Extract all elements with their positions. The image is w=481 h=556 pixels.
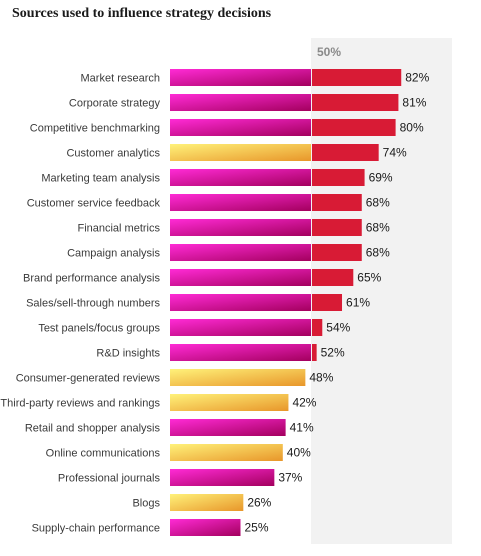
- value-label: 41%: [290, 421, 314, 435]
- value-label: 80%: [400, 121, 424, 135]
- bar: [170, 519, 241, 536]
- category-label: R&D insights: [96, 348, 160, 360]
- bar: [170, 344, 311, 361]
- bar-above-reference: [312, 344, 317, 361]
- reference-band: [311, 38, 452, 544]
- value-label: 82%: [405, 71, 429, 85]
- bar: [170, 394, 289, 411]
- value-label: 65%: [357, 271, 381, 285]
- category-label: Brand performance analysis: [23, 273, 160, 285]
- category-label: Blogs: [132, 498, 160, 510]
- value-label: 25%: [245, 521, 269, 535]
- category-label: Competitive benchmarking: [30, 123, 160, 135]
- value-label: 26%: [247, 496, 271, 510]
- bar-above-reference: [312, 94, 399, 111]
- category-label: Retail and shopper analysis: [25, 423, 161, 435]
- bar: [170, 319, 311, 336]
- category-label: Third-party reviews and rankings: [0, 398, 160, 410]
- bar: [170, 294, 311, 311]
- bar: [170, 219, 311, 236]
- bar-above-reference: [312, 244, 362, 261]
- bar: [170, 469, 275, 486]
- bar-above-reference: [312, 319, 323, 336]
- bar-above-reference: [312, 194, 362, 211]
- category-label: Marketing team analysis: [41, 173, 160, 185]
- bar: [170, 69, 311, 86]
- category-label: Financial metrics: [77, 223, 160, 235]
- bar: [170, 269, 311, 286]
- category-label: Professional journals: [58, 473, 161, 485]
- bar-above-reference: [312, 69, 402, 86]
- bar: [170, 194, 311, 211]
- value-label: 74%: [383, 146, 407, 160]
- bar: [170, 369, 306, 386]
- chart-title: Sources used to influence strategy decis…: [12, 6, 272, 21]
- bar: [170, 94, 311, 111]
- category-label: Customer service feedback: [27, 198, 161, 210]
- bar: [170, 144, 311, 161]
- value-label: 40%: [287, 446, 311, 460]
- bar: [170, 119, 311, 136]
- bar-above-reference: [312, 119, 396, 136]
- category-label: Sales/sell-through numbers: [26, 298, 160, 310]
- reference-label: 50%: [317, 45, 341, 59]
- bar-above-reference: [312, 269, 354, 286]
- bar: [170, 419, 286, 436]
- value-label: 69%: [369, 171, 393, 185]
- bar-above-reference: [312, 219, 362, 236]
- category-label: Market research: [81, 73, 160, 85]
- bar-above-reference: [312, 144, 379, 161]
- value-label: 61%: [346, 296, 370, 310]
- value-label: 37%: [278, 471, 302, 485]
- value-label: 68%: [366, 246, 390, 260]
- value-label: 54%: [326, 321, 350, 335]
- bar: [170, 494, 244, 511]
- bar-above-reference: [312, 294, 343, 311]
- category-label: Campaign analysis: [67, 248, 160, 260]
- value-label: 81%: [402, 96, 426, 110]
- value-label: 68%: [366, 196, 390, 210]
- category-label: Supply-chain performance: [32, 523, 160, 535]
- category-label: Customer analytics: [66, 148, 160, 160]
- value-label: 42%: [292, 396, 316, 410]
- bar: [170, 444, 283, 461]
- category-label: Online communications: [46, 448, 161, 460]
- bars-group: Market research 82% Corporate strategy 81% C…: [0, 69, 430, 536]
- bar: [170, 169, 311, 186]
- category-label: Corporate strategy: [69, 98, 161, 110]
- value-label: 68%: [366, 221, 390, 235]
- bar: [170, 244, 311, 261]
- value-label: 52%: [321, 346, 345, 360]
- category-label: Consumer-generated reviews: [16, 373, 161, 385]
- value-label: 48%: [309, 371, 333, 385]
- category-label: Test panels/focus groups: [38, 323, 160, 335]
- bar-above-reference: [312, 169, 365, 186]
